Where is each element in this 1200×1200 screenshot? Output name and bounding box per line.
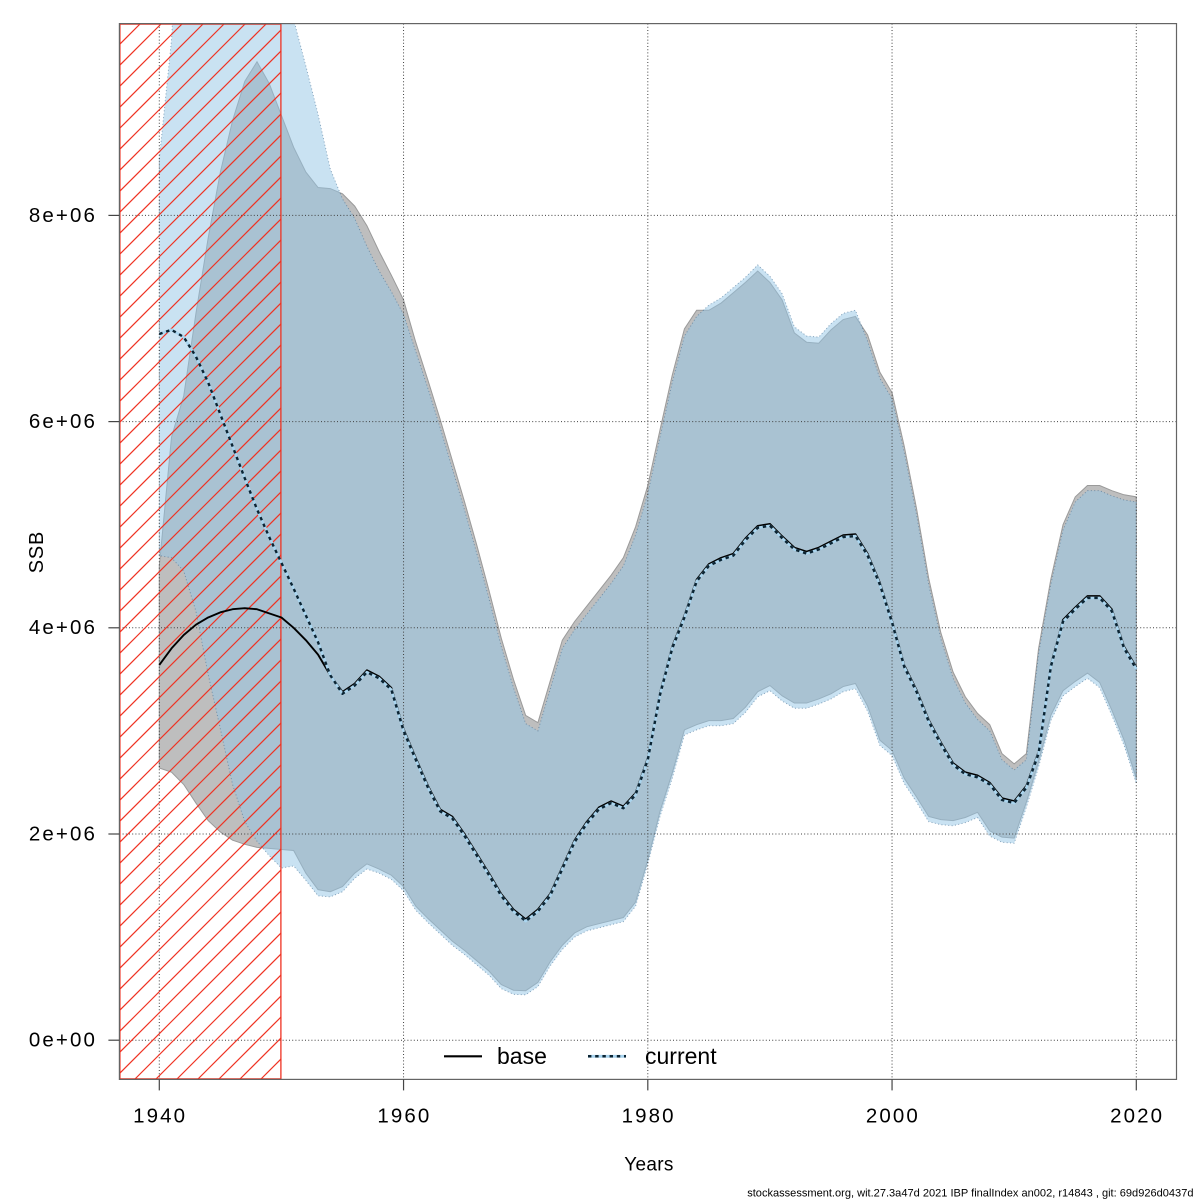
svg-text:SSB: SSB <box>26 531 48 573</box>
svg-text:0e+00: 0e+00 <box>29 1029 97 1052</box>
svg-text:2000: 2000 <box>866 1105 920 1128</box>
svg-text:2020: 2020 <box>1110 1105 1164 1128</box>
svg-text:base: base <box>497 1043 547 1069</box>
svg-text:2e+06: 2e+06 <box>29 822 97 845</box>
svg-text:4e+06: 4e+06 <box>29 616 97 639</box>
svg-text:current: current <box>645 1043 717 1069</box>
svg-text:1940: 1940 <box>133 1105 187 1128</box>
svg-text:6e+06: 6e+06 <box>29 410 97 433</box>
svg-text:Years: Years <box>624 1155 673 1176</box>
svg-text:stockassessment.org, wit.27.3a: stockassessment.org, wit.27.3a47d 2021 I… <box>747 1188 1193 1200</box>
svg-text:1980: 1980 <box>622 1105 676 1128</box>
svg-text:1960: 1960 <box>377 1105 431 1128</box>
svg-text:8e+06: 8e+06 <box>29 204 97 227</box>
